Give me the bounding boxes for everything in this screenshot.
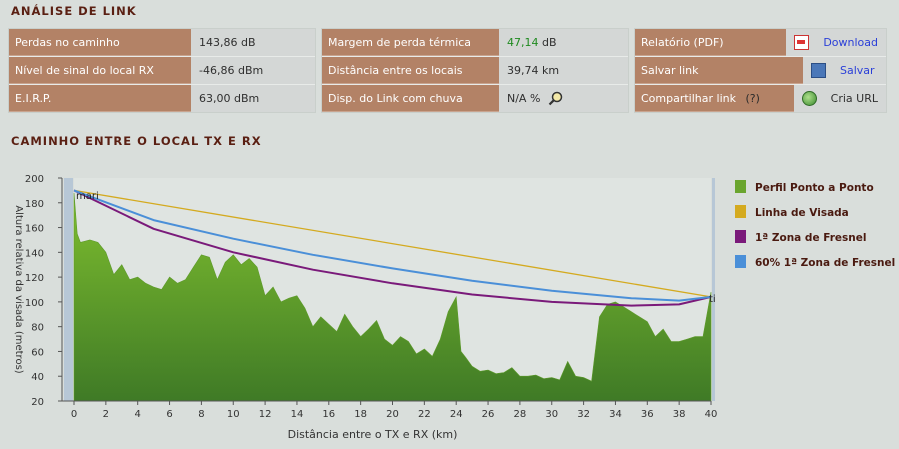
- profile-chart: 0 2 4 6 8 10 12 14 16 18 20 22 24 26 28 30 32 34 36 38 40204…: [13, 174, 895, 441]
- margem-unit: dB: [542, 36, 557, 49]
- save-icon: [811, 63, 826, 78]
- pdf-icon: [794, 35, 810, 50]
- value-perdas: 143,86 dB: [191, 29, 315, 56]
- salvar-link[interactable]: Salvar: [803, 57, 886, 84]
- legend-swatch: [735, 230, 746, 243]
- panel-link-actions: Relatório (PDF) Download Salvar link Sal…: [634, 28, 887, 113]
- x-tick-label: 38: [673, 409, 686, 420]
- panel-link-margins: Margem de perda térmica 47,14 dB Distânc…: [321, 28, 629, 113]
- legend-swatch: [735, 255, 746, 268]
- y-tick-label: 120: [25, 273, 44, 284]
- label-compartilhar: Compartilhar link (?): [635, 85, 794, 112]
- row-distancia: Distância entre os locais 39,74 km: [322, 57, 628, 85]
- panel-link-metrics: Perdas no caminho 143,86 dB Nível de sin…: [8, 28, 316, 113]
- cria-url-label[interactable]: Cria URL: [830, 92, 878, 105]
- y-tick-label: 200: [25, 174, 44, 185]
- value-margem: 47,14 dB: [499, 29, 628, 56]
- y-tick-label: 160: [25, 224, 44, 235]
- row-relatorio: Relatório (PDF) Download: [635, 29, 886, 57]
- rx-site-label: ti: [709, 294, 716, 305]
- compartilhar-text: Compartilhar link: [641, 92, 736, 105]
- row-salvar: Salvar link Salvar: [635, 57, 886, 85]
- legend-swatch: [735, 180, 746, 193]
- label-eirp: E.I.R.P.: [9, 85, 191, 112]
- x-tick-label: 0: [71, 409, 77, 420]
- label-chuva: Disp. do Link com chuva: [322, 85, 499, 112]
- y-tick-label: 20: [31, 397, 44, 408]
- salvar-label[interactable]: Salvar: [840, 64, 875, 77]
- row-chuva: Disp. do Link com chuva N/A %: [322, 85, 628, 112]
- series-perfil-ponto-a-ponto: [73, 192, 712, 402]
- x-tick-label: 18: [354, 409, 367, 420]
- legend-label: Linha de Visada: [755, 207, 849, 219]
- magnifier-icon[interactable]: [548, 91, 564, 107]
- row-eirp: E.I.R.P. 63,00 dBm: [9, 85, 315, 112]
- rx-tower-bar: [712, 178, 715, 401]
- row-compartilhar: Compartilhar link (?) Cria URL: [635, 85, 886, 112]
- legend-swatch: [735, 205, 746, 218]
- x-tick-label: 20: [386, 409, 399, 420]
- globe-icon: [801, 91, 817, 106]
- series-60-zona-fresnel: [73, 189, 712, 302]
- legend-label: Perfil Ponto a Ponto: [755, 182, 874, 194]
- y-tick-label: 100: [25, 298, 44, 309]
- analise-title: ANÁLISE DE LINK: [11, 4, 137, 18]
- legend-label: 1ª Zona de Fresnel: [755, 232, 866, 244]
- x-tick-label: 36: [641, 409, 654, 420]
- x-tick-label: 40: [705, 409, 718, 420]
- label-nivel: Nível de sinal do local RX: [9, 57, 191, 84]
- legend-label: 60% 1ª Zona de Fresnel: [755, 257, 895, 269]
- y-tick-label: 180: [25, 199, 44, 210]
- y-tick-label: 80: [31, 323, 44, 334]
- x-tick-label: 32: [577, 409, 590, 420]
- x-tick-label: 6: [166, 409, 172, 420]
- x-tick-label: 14: [291, 409, 304, 420]
- row-perdas: Perdas no caminho 143,86 dB: [9, 29, 315, 57]
- tx-tower-bar: [64, 178, 73, 401]
- tx-site-label: mari: [76, 191, 99, 202]
- cria-url-link[interactable]: Cria URL: [793, 85, 886, 112]
- label-margem: Margem de perda térmica: [322, 29, 499, 56]
- x-tick-label: 4: [135, 409, 141, 420]
- x-tick-label: 2: [103, 409, 109, 420]
- x-tick-label: 34: [609, 409, 622, 420]
- margem-number: 47,14: [507, 36, 539, 49]
- value-chuva: N/A %: [499, 85, 628, 112]
- value-eirp: 63,00 dBm: [191, 85, 315, 112]
- chuva-value: N/A %: [507, 92, 541, 105]
- download-link[interactable]: Download: [786, 29, 886, 56]
- label-perdas: Perdas no caminho: [9, 29, 191, 56]
- label-relatorio: Relatório (PDF): [635, 29, 787, 56]
- help-link[interactable]: (?): [745, 92, 760, 105]
- label-salvar: Salvar link: [635, 57, 803, 84]
- series-1a-zona-fresnel: [73, 189, 712, 307]
- x-tick-label: 8: [198, 409, 204, 420]
- row-nivel: Nível de sinal do local RX -46,86 dBm: [9, 57, 315, 85]
- value-distancia: 39,74 km: [499, 57, 628, 84]
- caminho-title: CAMINHO ENTRE O LOCAL TX E RX: [11, 134, 262, 148]
- x-tick-label: 16: [322, 409, 335, 420]
- x-tick-label: 10: [227, 409, 240, 420]
- x-tick-label: 28: [514, 409, 527, 420]
- value-nivel: -46,86 dBm: [191, 57, 315, 84]
- x-tick-label: 22: [418, 409, 431, 420]
- series-linha-de-visada: [73, 189, 712, 298]
- y-tick-label: 140: [25, 248, 44, 259]
- x-tick-label: 12: [259, 409, 272, 420]
- y-tick-label: 60: [31, 347, 44, 358]
- x-tick-label: 24: [450, 409, 463, 420]
- download-label[interactable]: Download: [823, 36, 878, 49]
- x-tick-label: 30: [545, 409, 558, 420]
- x-tick-label: 26: [482, 409, 495, 420]
- y-tick-label: 40: [31, 372, 44, 383]
- row-margem: Margem de perda térmica 47,14 dB: [322, 29, 628, 57]
- x-axis-label: Distância entre o TX e RX (km): [288, 428, 458, 441]
- y-axis-label: Altura relativa da visada (metros): [13, 205, 24, 373]
- label-distancia: Distância entre os locais: [322, 57, 499, 84]
